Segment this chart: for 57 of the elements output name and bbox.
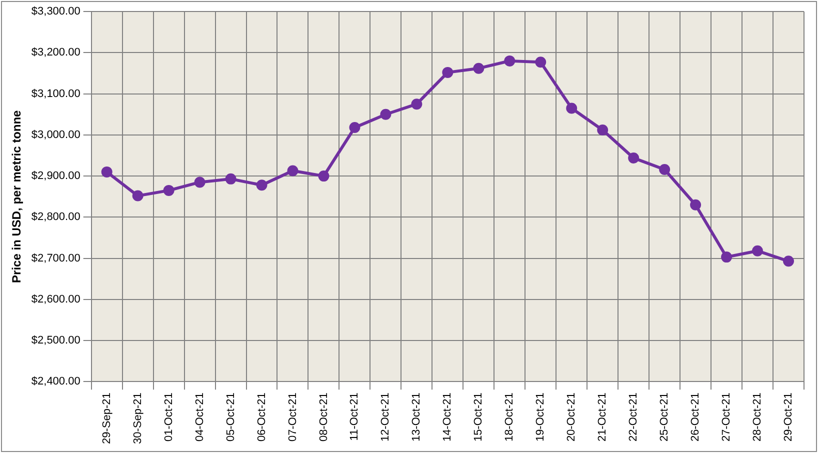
point: [690, 199, 702, 210]
y-axis-title: Price in USD, per metric tonne: [10, 110, 24, 283]
x-tick-label: 22-Oct-21: [628, 392, 640, 442]
x-tick-label: 19-Oct-21: [534, 392, 547, 442]
point: [101, 166, 112, 178]
point: [411, 98, 422, 110]
y-tick-label: $2,900.00: [31, 170, 80, 182]
point: [473, 62, 484, 74]
y-tick-label: $2,400.00: [31, 376, 80, 388]
x-tick-label: 07-Oct-21: [286, 392, 299, 442]
x-tick-label: 18-Oct-21: [504, 392, 516, 442]
x-tick-label: 11-Oct-21: [348, 392, 361, 441]
y-tick-label: $3,100.00: [31, 88, 80, 100]
x-tick-label: 29-Oct-21: [782, 392, 795, 442]
point: [535, 56, 546, 68]
point: [442, 66, 454, 78]
y-tick-label: $2,500.00: [31, 334, 80, 347]
x-tick-label: 05-Oct-21: [224, 392, 237, 442]
x-tick-label: 20-Oct-21: [566, 392, 578, 442]
x-tick-label: 04-Oct-21: [194, 392, 206, 442]
x-tick-label: 14-Oct-21: [442, 392, 454, 442]
x-tick-label: 30-Sep-21: [132, 392, 144, 444]
point: [504, 55, 516, 66]
point: [256, 180, 268, 191]
y-tick-label: $3,300.00: [31, 6, 80, 18]
x-tick-label: 21-Oct-21: [596, 392, 609, 442]
point: [163, 184, 174, 196]
point: [380, 108, 392, 120]
x-tick-label: 27-Oct-21: [720, 392, 733, 442]
x-tick-label: 01-Oct-21: [162, 392, 175, 442]
point: [318, 170, 330, 182]
y-tick-label: $3,000.00: [31, 128, 80, 141]
point: [566, 102, 578, 114]
point: [287, 165, 298, 176]
point: [721, 252, 732, 263]
point: [783, 256, 794, 267]
x-tick-label: 28-Oct-21: [752, 392, 764, 442]
x-tick-label: 08-Oct-21: [318, 392, 330, 442]
x-tick-label: 26-Oct-21: [690, 392, 702, 442]
x-tick-label: 13-Oct-21: [410, 392, 423, 442]
point: [752, 245, 764, 256]
y-tick-label: $3,200.00: [31, 46, 80, 59]
point: [349, 122, 360, 134]
x-tick-label: 15-Oct-21: [472, 392, 485, 442]
point: [132, 190, 144, 202]
x-tick-label: 25-Oct-21: [658, 392, 671, 442]
y-tick-label: $2,800.00: [31, 211, 80, 224]
x-tick-label: 06-Oct-21: [256, 392, 268, 442]
point: [659, 164, 670, 175]
point: [597, 124, 608, 136]
point: [194, 176, 206, 188]
point: [628, 152, 640, 164]
point: [225, 173, 236, 184]
y-tick-label: $2,700.00: [31, 252, 80, 264]
y-tick-label: $2,600.00: [31, 293, 80, 306]
x-tick-label: 12-Oct-21: [380, 392, 392, 442]
x-tick-label: 29-Sep-21: [100, 392, 113, 444]
